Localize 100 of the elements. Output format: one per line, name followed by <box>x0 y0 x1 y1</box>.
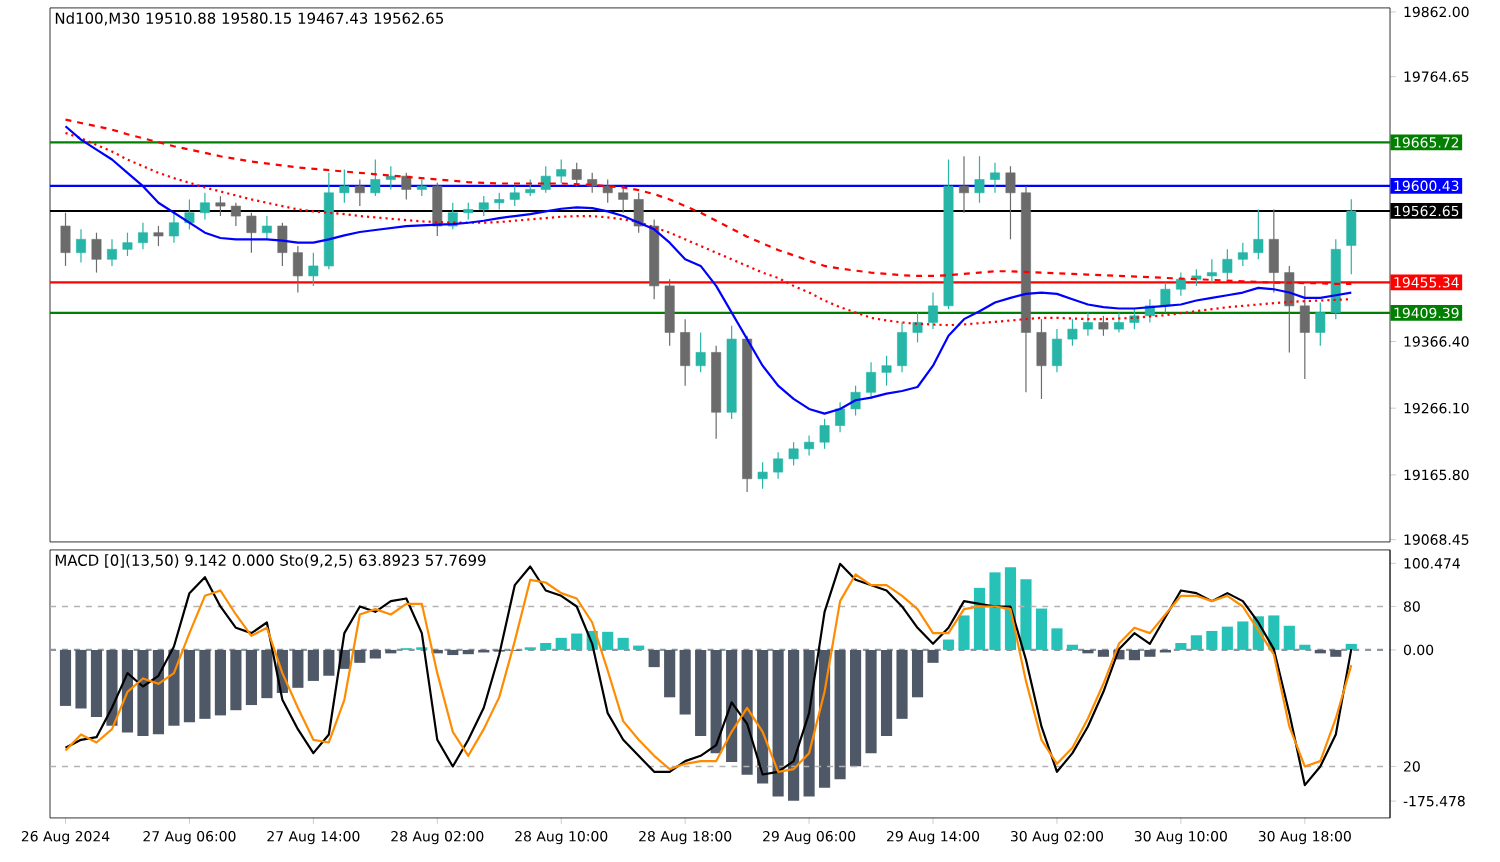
candlestick <box>60 212 71 267</box>
candlestick <box>277 222 288 267</box>
bar <box>447 649 459 656</box>
bar <box>602 631 614 650</box>
candlestick <box>122 232 133 257</box>
candlestick <box>91 232 102 274</box>
bar <box>819 649 831 788</box>
bar <box>741 649 753 775</box>
bar <box>1020 579 1032 650</box>
candlestick <box>1253 208 1264 260</box>
bar <box>183 649 196 723</box>
candlestick <box>804 434 815 457</box>
bar <box>168 649 180 726</box>
bar <box>1128 649 1140 661</box>
bar <box>695 649 707 737</box>
bar <box>292 649 304 688</box>
candlestick <box>292 245 303 294</box>
bar <box>230 649 242 711</box>
bar <box>1221 626 1233 650</box>
bar <box>1345 643 1357 650</box>
candlestick <box>602 178 613 204</box>
bar <box>834 649 846 780</box>
candlestick <box>695 331 706 373</box>
bar <box>617 637 629 650</box>
candlestick <box>912 311 923 344</box>
bar <box>757 649 769 784</box>
candlestick <box>215 195 226 217</box>
bar <box>1206 630 1218 650</box>
candlestick <box>959 155 969 214</box>
candlestick <box>168 212 179 244</box>
bar <box>648 649 660 668</box>
candlestick <box>633 192 644 234</box>
candlestick <box>1222 248 1233 280</box>
candlestick <box>1315 301 1326 347</box>
candlestick <box>230 202 241 227</box>
bar <box>555 637 567 650</box>
candlestick <box>199 192 210 221</box>
candlestick <box>246 212 257 254</box>
bar <box>152 649 165 735</box>
bar <box>664 649 676 698</box>
candlestick <box>153 225 164 247</box>
bar <box>261 649 273 699</box>
bar <box>214 649 226 716</box>
candlestick <box>138 222 148 250</box>
candlestick <box>385 165 396 191</box>
candlestick <box>401 172 412 201</box>
candlestick <box>928 291 938 330</box>
candlestick <box>76 228 86 264</box>
bar <box>679 649 691 715</box>
bar <box>1175 643 1187 650</box>
bar <box>1283 625 1295 650</box>
bar <box>865 649 877 754</box>
candlestick <box>571 162 582 187</box>
bar <box>75 649 87 709</box>
bar <box>1066 644 1079 650</box>
bar <box>540 643 552 650</box>
bar <box>710 649 722 754</box>
bar <box>59 649 72 706</box>
candlestick <box>509 185 520 207</box>
bar <box>354 649 366 663</box>
candlestick <box>680 318 691 387</box>
bar <box>942 639 955 650</box>
candlestick <box>370 158 381 197</box>
bar <box>1035 608 1048 650</box>
candlestick <box>990 162 1000 194</box>
bar <box>307 649 319 681</box>
candlestick <box>261 215 272 240</box>
bar <box>1144 649 1156 657</box>
candlestick <box>354 178 365 207</box>
bar <box>462 649 474 655</box>
candlestick <box>556 158 567 184</box>
candlestick <box>1036 318 1047 400</box>
candlestick <box>107 238 117 267</box>
candlestick <box>1052 328 1062 373</box>
candlestick <box>866 361 876 400</box>
bar <box>896 649 908 719</box>
candlestick <box>1005 165 1016 240</box>
candlestick <box>974 155 985 204</box>
candlestick <box>881 355 892 387</box>
bar <box>958 615 970 650</box>
bar <box>927 649 939 663</box>
candlestick <box>1299 285 1310 380</box>
candlestick <box>1082 311 1093 337</box>
bar <box>1097 649 1109 657</box>
bar <box>106 649 118 726</box>
candlestick <box>432 182 443 237</box>
candlestick <box>1067 318 1078 347</box>
bar <box>911 649 924 698</box>
candlestick <box>897 321 907 373</box>
bar <box>245 649 257 706</box>
candlestick <box>1113 311 1124 334</box>
bar <box>1190 635 1202 650</box>
candlestick <box>1098 315 1109 337</box>
bar <box>571 633 583 650</box>
bar <box>989 572 1001 650</box>
bar <box>880 649 893 737</box>
candlestick <box>1175 272 1186 297</box>
bar <box>973 587 986 650</box>
candlestick <box>1346 198 1357 275</box>
bar <box>137 649 149 737</box>
